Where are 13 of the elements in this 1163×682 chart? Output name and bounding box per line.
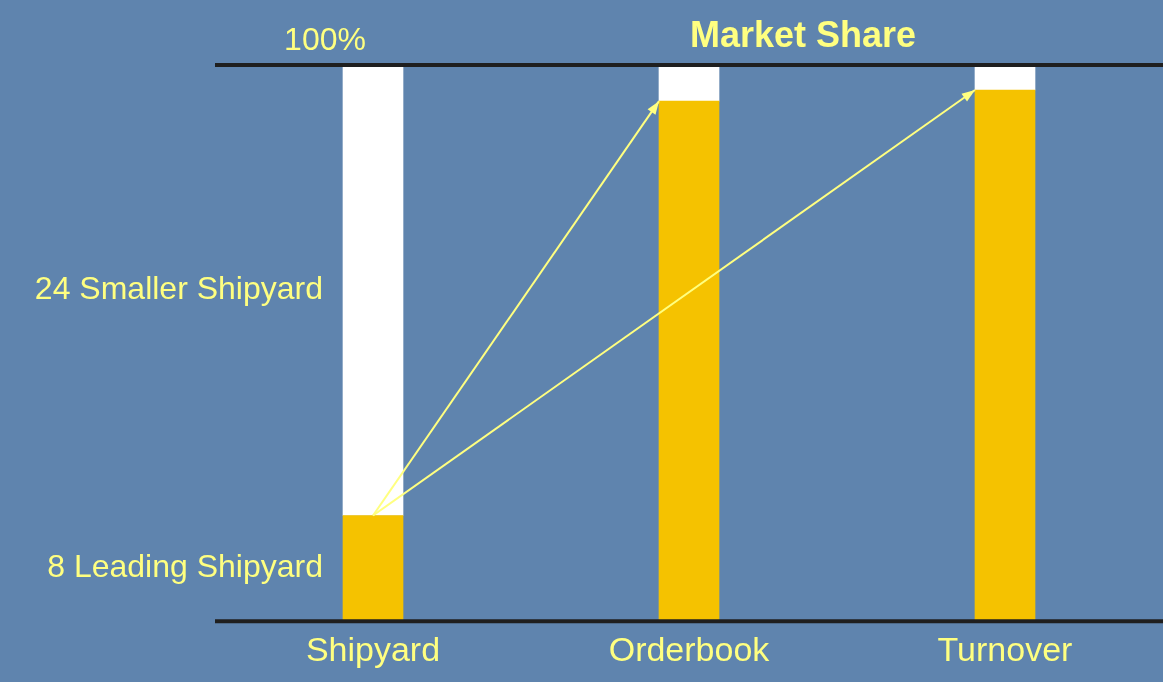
bar [658, 65, 720, 102]
x-tick-label: Orderbook [608, 629, 771, 668]
ref-line-label: 100% [284, 20, 366, 57]
series-label: 24 Smaller Shipyard [34, 270, 323, 307]
bar [342, 515, 404, 622]
x-tick-label: Turnover [937, 629, 1073, 668]
bar [974, 89, 1036, 622]
bar [974, 65, 1036, 91]
chart-title: Market Share [689, 13, 917, 55]
bar [658, 100, 720, 622]
series-label: 8 Leading Shipyard [47, 548, 323, 585]
bar [342, 65, 404, 516]
x-tick-label: Shipyard [305, 629, 441, 668]
